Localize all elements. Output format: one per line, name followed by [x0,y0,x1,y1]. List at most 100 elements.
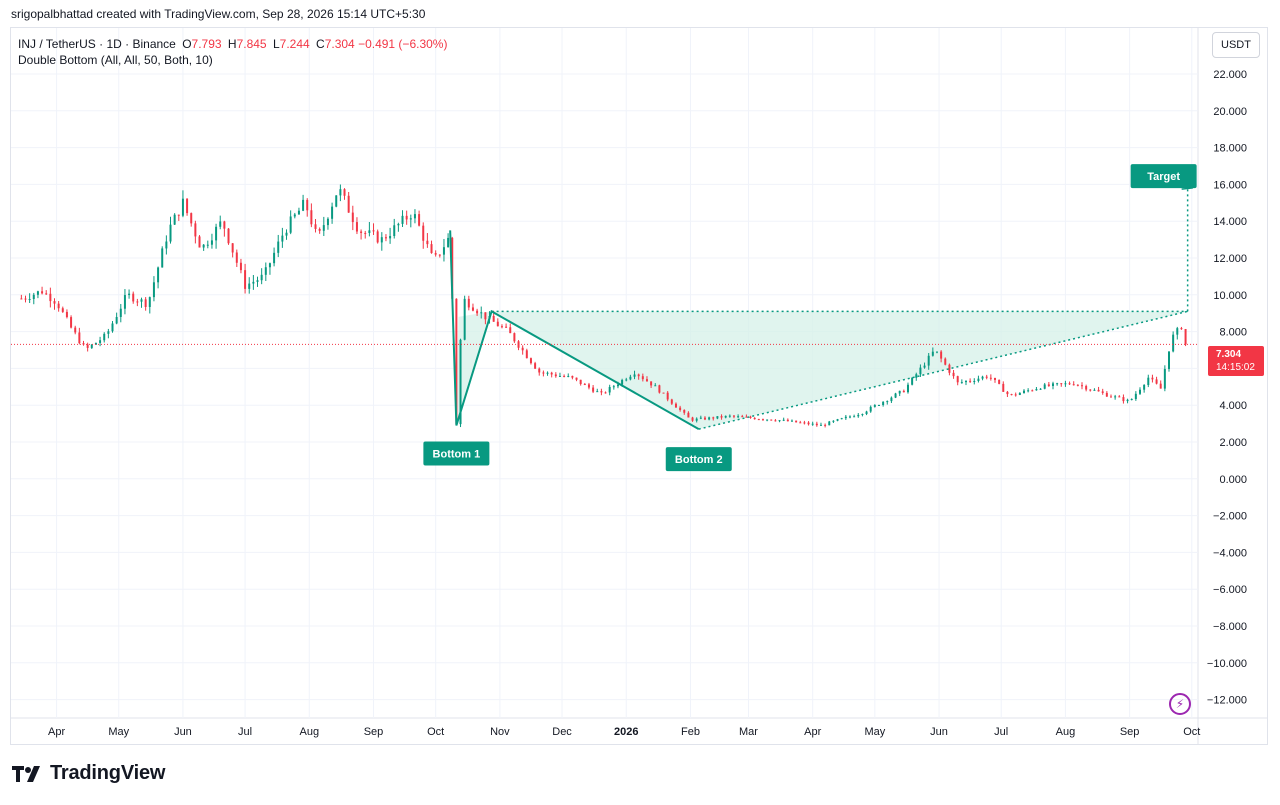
candle-body [596,391,599,393]
close-label: C [316,37,325,51]
candle-body [1159,383,1162,389]
candlestick-chart[interactable]: 22.000 20.000 18.000 16.000 14.000 12.000 10.0… [11,28,1267,744]
low-label: L [272,37,280,51]
candle-body [310,210,313,225]
candle-body [882,401,885,405]
candle-body [413,214,416,219]
candle-body [20,298,23,300]
y-tick-label: 16.000 [1213,179,1247,191]
candle-body [480,312,483,314]
candle-body [1076,384,1079,386]
candle-body [616,384,619,387]
symbol-label[interactable]: INJ / TetherUS · 1D · Binance [18,37,176,51]
candle-body [604,392,607,394]
candle-body [277,241,280,253]
candle-body [99,340,102,343]
y-tick-label: −6.000 [1213,584,1247,596]
candle-body [911,377,914,385]
candle-body [575,377,578,380]
lightning-icon[interactable]: ⚡ [1169,693,1191,715]
candle-body [1031,390,1034,392]
candle-body [1002,383,1005,392]
y-tick-label: −12.000 [1207,695,1247,707]
candle-body [384,237,387,239]
current-price-value: 7.304 [1216,349,1242,360]
candle-body [115,316,118,324]
candle-body [645,379,648,382]
chart-pane[interactable]: 22.000 20.000 18.000 16.000 14.000 12.000 10.0… [10,27,1268,745]
y-tick-label: 12.000 [1213,253,1247,265]
candle-body [1172,334,1175,352]
tradingview-logo[interactable]: TradingView [12,762,165,785]
candle-body [1126,399,1129,402]
candle-body [355,222,358,232]
candle-body [210,240,213,245]
x-tick-label: Nov [490,726,510,738]
candle-body [720,416,723,418]
candle-body [347,195,350,213]
candle-body [993,377,996,380]
y-tick-label: 8.000 [1219,327,1247,339]
candle-body [1060,383,1063,385]
candle-body [1006,391,1009,395]
bottom-2-label-box [665,447,732,472]
candle-body [699,417,702,419]
candle-body [372,230,375,232]
candle-body [592,387,595,392]
candle-body [36,291,39,295]
candle-body [70,317,73,328]
candle-body [190,213,193,224]
candle-body [459,339,462,425]
candle-body [583,384,586,386]
candle-body [931,351,934,356]
candle-body [683,409,686,413]
candle-body [1114,396,1117,398]
y-tick-label: 4.000 [1219,400,1247,412]
candle-body [1047,384,1050,386]
candle-body [877,404,880,406]
candle-body [654,385,657,387]
candle-body [761,419,764,421]
candle-body [728,415,731,417]
candle-body [1097,389,1100,392]
candle-body [94,342,97,345]
candle-body [521,347,524,351]
candle-body [128,293,131,296]
candle-body [140,299,143,302]
candle-body [956,376,959,383]
candle-body [944,358,947,365]
currency-unit-button[interactable]: USDT [1212,32,1260,58]
candle-body [65,311,68,318]
candle-body [703,417,706,420]
candle-body [803,422,806,424]
candle-body [633,374,636,377]
low-value: 7.244 [279,37,310,51]
x-tick-label: Jun [930,726,948,738]
candle-body [898,390,901,394]
y-tick-label: 2.000 [1219,437,1247,449]
candle-body [774,420,777,422]
candle-body [973,380,976,382]
candle-body [389,236,392,239]
candle-body [1035,389,1038,391]
y-tick-label: 20.000 [1213,106,1247,118]
candle-body [786,419,789,422]
pattern-zone [491,311,1188,430]
double-bottom-line [449,230,700,430]
chart-attribution: srigopalbhattad created with TradingView… [11,7,426,21]
candle-body [571,375,574,378]
candle-body [1010,394,1013,396]
candle-body [948,364,951,373]
candle-body [674,403,677,408]
candle-body [24,298,27,300]
indicator-label[interactable]: Double Bottom (All, All, 50, Both, 10) [18,53,213,67]
candle-body [1051,383,1054,386]
candle-body [86,344,89,348]
candle-body [318,228,321,231]
candle-body [832,420,835,422]
close-value: 7.304 [324,37,355,51]
y-tick-label: 0.000 [1219,474,1247,486]
candle-body [1014,394,1017,396]
candle-body [1027,390,1030,392]
candle-body [447,237,450,248]
